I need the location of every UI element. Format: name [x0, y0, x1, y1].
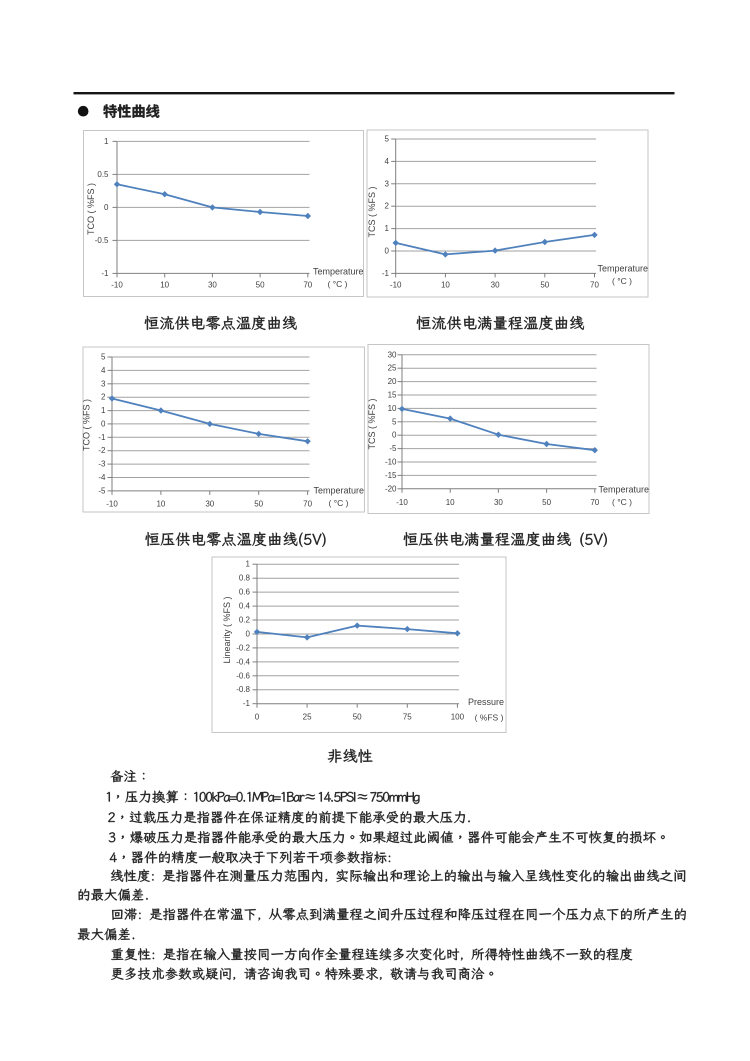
svg-text:-0.2: -0.2 [236, 643, 250, 652]
svg-text:-10: -10 [385, 458, 397, 467]
svg-text:Linearity ( %FS ): Linearity ( %FS ) [222, 596, 232, 663]
svg-text:-0.8: -0.8 [236, 685, 250, 694]
svg-text:-4: -4 [98, 473, 106, 482]
svg-text:70: 70 [590, 281, 599, 290]
svg-text:( °C ): ( °C ) [329, 498, 349, 508]
svg-text:-0.6: -0.6 [236, 671, 250, 680]
svg-text:30: 30 [205, 500, 214, 509]
svg-text:( °C ): ( °C ) [612, 497, 632, 507]
svg-text:10: 10 [446, 498, 455, 507]
svg-text:10: 10 [441, 281, 450, 290]
svg-text:30: 30 [208, 281, 217, 290]
svg-text:50: 50 [542, 498, 551, 507]
svg-text:2: 2 [101, 393, 106, 402]
svg-text:70: 70 [303, 500, 312, 509]
svg-text:TCO ( %FS ): TCO ( %FS ) [86, 183, 96, 235]
svg-text:Temperature: Temperature [597, 264, 648, 274]
svg-text:1: 1 [101, 406, 106, 415]
svg-text:( °C ): ( °C ) [612, 276, 632, 286]
svg-text:Temperature: Temperature [313, 267, 364, 277]
svg-text:TCS ( %FS ): TCS ( %FS ) [367, 398, 377, 449]
svg-text:-5: -5 [389, 444, 397, 453]
svg-text:30: 30 [388, 350, 397, 359]
svg-text:50: 50 [256, 281, 265, 290]
svg-text:-10: -10 [396, 498, 408, 507]
svg-text:Temperature: Temperature [313, 486, 364, 496]
svg-text:0.2: 0.2 [239, 616, 251, 625]
svg-text:-20: -20 [385, 484, 397, 493]
svg-text:-10: -10 [390, 281, 402, 290]
svg-text:25: 25 [303, 713, 312, 722]
svg-text:4: 4 [101, 366, 106, 375]
svg-text:1: 1 [385, 224, 390, 233]
svg-text:( °C ): ( °C ) [328, 279, 348, 289]
svg-text:-1: -1 [101, 269, 109, 278]
svg-text:0: 0 [385, 247, 390, 256]
svg-text:-5: -5 [98, 486, 106, 495]
svg-text:5: 5 [385, 135, 390, 144]
svg-text:20: 20 [388, 377, 397, 386]
svg-text:Pressure: Pressure [468, 697, 504, 707]
svg-text:70: 70 [303, 281, 312, 290]
svg-text:30: 30 [491, 281, 500, 290]
svg-text:1: 1 [104, 137, 109, 146]
svg-text:0: 0 [104, 203, 109, 212]
svg-text:0: 0 [101, 419, 106, 428]
svg-text:100: 100 [451, 713, 465, 722]
svg-text:-0.4: -0.4 [236, 657, 250, 666]
svg-text:5: 5 [392, 417, 397, 426]
svg-text:5: 5 [101, 353, 106, 362]
svg-text:Temperature: Temperature [598, 485, 649, 495]
svg-text:TCO ( %FS ): TCO ( %FS ) [82, 399, 92, 451]
svg-text:1: 1 [246, 560, 251, 569]
svg-text:( %FS ): ( %FS ) [475, 713, 504, 723]
svg-text:15: 15 [388, 391, 397, 400]
svg-text:-1: -1 [243, 699, 251, 708]
svg-text:0: 0 [255, 713, 260, 722]
svg-text:10: 10 [156, 500, 165, 509]
svg-text:-2: -2 [98, 446, 106, 455]
svg-text:30: 30 [494, 498, 503, 507]
svg-text:0.8: 0.8 [239, 574, 251, 583]
svg-text:10: 10 [160, 281, 169, 290]
svg-text:-10: -10 [111, 281, 123, 290]
svg-text:-1: -1 [98, 433, 106, 442]
svg-text:10: 10 [388, 404, 397, 413]
svg-text:70: 70 [590, 498, 599, 507]
svg-text:2: 2 [385, 202, 390, 211]
svg-text:3: 3 [101, 379, 106, 388]
svg-text:0.6: 0.6 [239, 588, 251, 597]
svg-text:50: 50 [254, 500, 263, 509]
svg-text:0.4: 0.4 [239, 602, 251, 611]
svg-text:75: 75 [403, 713, 412, 722]
svg-text:-1: -1 [382, 269, 390, 278]
svg-text:TCS ( %FS ): TCS ( %FS ) [367, 186, 377, 237]
svg-text:0: 0 [246, 630, 251, 639]
svg-text:25: 25 [388, 364, 397, 373]
svg-text:3: 3 [385, 179, 390, 188]
svg-text:-10: -10 [106, 500, 118, 509]
svg-text:4: 4 [385, 157, 390, 166]
svg-text:-15: -15 [385, 471, 397, 480]
svg-text:0.5: 0.5 [97, 170, 109, 179]
svg-text:50: 50 [540, 281, 549, 290]
svg-text:0: 0 [392, 431, 397, 440]
svg-text:50: 50 [353, 713, 362, 722]
svg-text:-3: -3 [98, 460, 106, 469]
svg-text:-0.5: -0.5 [95, 236, 109, 245]
